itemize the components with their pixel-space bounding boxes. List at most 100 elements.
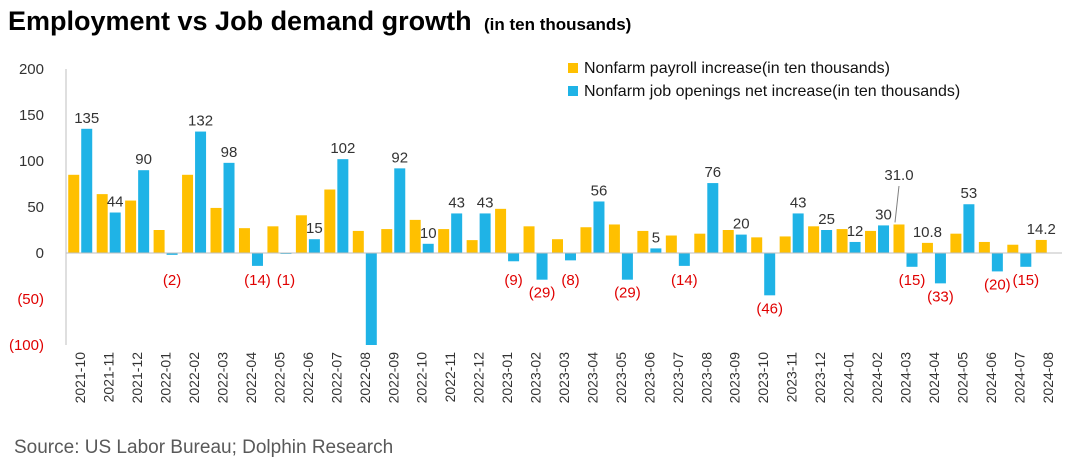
data-label: 15 bbox=[306, 220, 323, 237]
data-label: 76 bbox=[704, 164, 721, 181]
data-label: 43 bbox=[477, 194, 494, 211]
openings-bar bbox=[678, 253, 690, 266]
data-label: 14.2 bbox=[1027, 221, 1056, 238]
openings-bar bbox=[308, 239, 320, 253]
x-tick-label: 2022-09 bbox=[385, 352, 401, 404]
data-label: 102 bbox=[330, 140, 355, 157]
x-tick-label: 2022-12 bbox=[471, 352, 487, 404]
payroll-bar bbox=[182, 174, 194, 253]
x-tick-label: 2023-11 bbox=[784, 352, 800, 403]
payroll-bar bbox=[808, 226, 820, 253]
data-label: (15) bbox=[1012, 272, 1039, 289]
x-tick-label: 2021-12 bbox=[129, 352, 145, 404]
x-tick-label: 2023-12 bbox=[812, 352, 828, 404]
legend-label-openings: Nonfarm job openings net increase(in ten… bbox=[584, 83, 960, 100]
payroll-bar bbox=[295, 215, 307, 253]
openings-bar bbox=[1020, 253, 1032, 267]
data-label: 31.0 bbox=[884, 167, 913, 184]
payroll-bar bbox=[665, 235, 677, 253]
openings-bar bbox=[792, 213, 804, 253]
openings-bar bbox=[849, 241, 861, 253]
y-tick-label: 150 bbox=[19, 107, 44, 124]
data-label: 43 bbox=[448, 194, 465, 211]
data-label: (46) bbox=[756, 300, 783, 317]
x-tick-label: 2023-09 bbox=[727, 352, 743, 404]
openings-bar bbox=[81, 128, 93, 253]
data-label: 20 bbox=[733, 216, 750, 233]
data-label: 135 bbox=[74, 110, 99, 127]
x-tick-label: 2023-05 bbox=[613, 352, 629, 404]
data-label: 30 bbox=[875, 206, 892, 223]
x-tick-label: 2022-11 bbox=[442, 352, 458, 403]
data-label: 92 bbox=[391, 149, 408, 166]
data-label: 56 bbox=[591, 182, 608, 199]
data-label: 10 bbox=[420, 225, 437, 242]
openings-bar bbox=[422, 243, 434, 253]
openings-bar bbox=[394, 168, 406, 253]
payroll-bar bbox=[836, 229, 848, 253]
payroll-bar bbox=[1007, 244, 1019, 253]
payroll-bar bbox=[779, 236, 791, 253]
x-tick-label: 2021-11 bbox=[101, 352, 117, 403]
data-label: (9) bbox=[504, 272, 522, 289]
payroll-bar bbox=[608, 224, 620, 253]
x-tick-label: 2024-05 bbox=[954, 352, 970, 404]
data-label: (15) bbox=[899, 272, 926, 289]
data-label: (20) bbox=[984, 276, 1011, 293]
legend-swatch-openings bbox=[568, 86, 578, 96]
payroll-bar bbox=[523, 226, 535, 253]
y-tick-label: (100) bbox=[9, 337, 44, 354]
openings-bar bbox=[878, 225, 890, 253]
openings-bar bbox=[451, 213, 463, 253]
x-tick-label: 2023-08 bbox=[698, 352, 714, 404]
payroll-bar bbox=[722, 230, 734, 253]
payroll-bar bbox=[438, 229, 450, 253]
x-tick-label: 2023-07 bbox=[670, 352, 686, 404]
payroll-bar bbox=[1035, 239, 1047, 253]
openings-bar bbox=[735, 234, 747, 253]
openings-bar bbox=[109, 212, 121, 253]
data-label: (1) bbox=[277, 272, 295, 289]
x-tick-label: 2021-10 bbox=[72, 352, 88, 404]
data-label: (8) bbox=[561, 272, 579, 289]
openings-bar bbox=[536, 253, 548, 280]
openings-bar bbox=[650, 248, 662, 253]
source-note: Source: US Labor Bureau; Dolphin Researc… bbox=[14, 437, 394, 458]
y-tick-label: (50) bbox=[17, 291, 44, 308]
openings-bar bbox=[138, 170, 150, 253]
data-label: 90 bbox=[135, 151, 152, 168]
data-label: (2) bbox=[163, 272, 181, 289]
data-label: (29) bbox=[614, 285, 641, 302]
payroll-bar bbox=[324, 189, 336, 253]
payroll-bar bbox=[495, 208, 507, 253]
data-label: 10.8 bbox=[913, 224, 942, 241]
data-label: 43 bbox=[790, 194, 807, 211]
openings-bar bbox=[195, 131, 207, 253]
chart-subtitle: (in ten thousands) bbox=[484, 15, 632, 34]
openings-bar bbox=[479, 213, 491, 253]
chart-title: Employment vs Job demand growth bbox=[8, 6, 472, 36]
y-tick-label: 200 bbox=[19, 61, 44, 78]
openings-bar bbox=[337, 159, 349, 253]
openings-bar bbox=[821, 230, 833, 253]
data-label: (14) bbox=[671, 272, 698, 289]
payroll-bar bbox=[68, 174, 80, 253]
x-tick-label: 2024-01 bbox=[841, 352, 857, 404]
legend-swatch-payroll bbox=[568, 63, 578, 73]
openings-bar bbox=[565, 253, 576, 261]
x-tick-label: 2024-04 bbox=[926, 352, 942, 404]
y-tick-label: 0 bbox=[36, 245, 44, 262]
callout-line bbox=[894, 185, 900, 223]
payroll-bar bbox=[552, 239, 563, 253]
payroll-bar bbox=[125, 200, 137, 253]
openings-bar bbox=[764, 253, 776, 296]
x-tick-label: 2022-04 bbox=[243, 352, 259, 404]
payroll-bar bbox=[466, 240, 478, 253]
x-tick-label: 2023-06 bbox=[641, 352, 657, 404]
payroll-bar bbox=[893, 224, 905, 253]
x-tick-label: 2022-10 bbox=[414, 352, 430, 404]
data-label: (33) bbox=[927, 288, 954, 305]
payroll-bar bbox=[352, 230, 364, 253]
x-tick-label: 2022-05 bbox=[271, 352, 287, 404]
